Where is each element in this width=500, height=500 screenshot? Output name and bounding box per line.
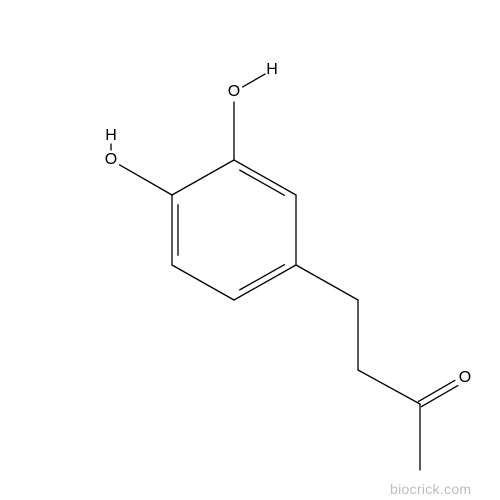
bond-layer <box>0 0 500 500</box>
atom-label-h1: H <box>105 127 117 145</box>
atom-label-o1: O <box>105 151 117 169</box>
atom-label-o2: O <box>228 83 240 101</box>
molecule-canvas: biocrick.com OHOHO <box>0 0 500 500</box>
atom-label-o3: O <box>459 369 471 387</box>
watermark-text: biocrick.com <box>390 481 471 497</box>
atom-label-h2: H <box>266 61 278 79</box>
